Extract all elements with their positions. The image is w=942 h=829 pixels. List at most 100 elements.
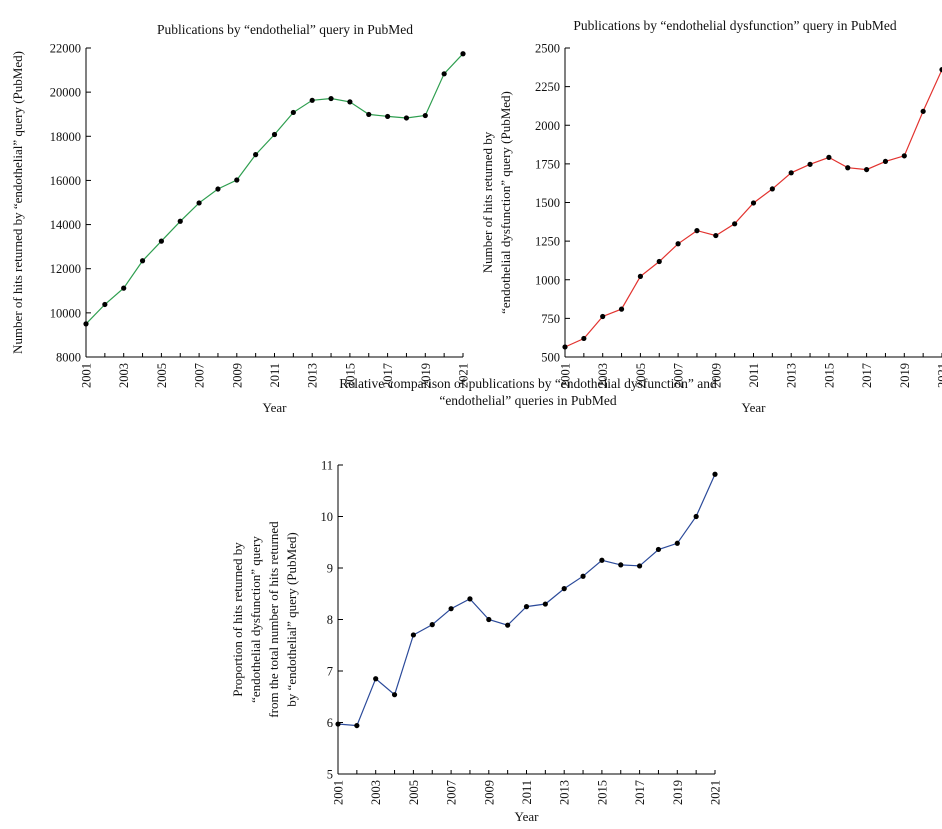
data-point (486, 616, 492, 623)
y-tick-label: 18000 (50, 130, 81, 144)
data-point (712, 471, 718, 477)
data-point (882, 158, 889, 165)
series-line (564, 69, 942, 348)
y-tick-label: 10 (321, 510, 334, 524)
data-point (732, 221, 738, 227)
data-point (354, 722, 360, 729)
data-point (693, 513, 699, 520)
x-tick-label: 2011 (520, 780, 534, 805)
x-tick-label: 2001 (332, 780, 346, 805)
data-point (467, 596, 473, 602)
data-point (429, 622, 435, 628)
data-point (328, 95, 334, 102)
x-axis-label: Year (742, 400, 767, 415)
y-tick-label: 1750 (535, 157, 560, 171)
data-point (403, 115, 410, 121)
data-point (253, 152, 259, 158)
data-point (750, 200, 757, 206)
y-axis-label: “endothelial dysfunction” query (248, 536, 263, 703)
data-point (385, 113, 391, 120)
y-tick-label: 9 (327, 562, 333, 576)
data-point (290, 109, 296, 116)
x-tick-label: 2009 (709, 363, 723, 388)
y-axis-label: “endothelial dysfunction” query (PubMed) (498, 91, 513, 314)
data-point (196, 200, 202, 206)
data-point (901, 153, 907, 159)
data-point (366, 111, 372, 118)
y-tick-label: 2000 (535, 119, 560, 133)
data-point (391, 692, 398, 698)
y-axis-label: Number of hits returned by “endothelial”… (10, 51, 25, 354)
x-tick-label: 2011 (747, 363, 761, 388)
y-tick-label: 2500 (535, 42, 560, 56)
x-tick-label: 2021 (936, 363, 942, 388)
data-point (864, 166, 870, 173)
chart-title: Publications by “endothelial” query in P… (157, 22, 413, 37)
y-tick-label: 22000 (50, 42, 81, 56)
data-point (675, 241, 681, 247)
x-tick-label: 2017 (860, 363, 874, 388)
data-point (769, 186, 775, 192)
data-point (215, 186, 221, 192)
y-tick-label: 8 (327, 613, 333, 627)
y-tick-label: 11 (321, 459, 333, 473)
data-point (158, 238, 164, 244)
data-point (177, 218, 183, 224)
x-tick-label: 2005 (155, 363, 169, 388)
data-point (581, 335, 587, 342)
x-tick-label: 2005 (634, 363, 648, 388)
data-point (599, 557, 605, 563)
x-tick-label: 2017 (381, 363, 395, 388)
data-point (655, 546, 662, 553)
y-axis-label: Proportion of hits returned by (230, 542, 245, 697)
data-point (422, 112, 428, 119)
x-tick-label: 2019 (898, 363, 912, 388)
y-axis-label: by “endothelial” query (PubMed) (284, 532, 299, 706)
data-point (505, 622, 511, 628)
data-point (713, 232, 719, 239)
data-point (373, 676, 379, 682)
x-tick-label: 2015 (822, 363, 836, 388)
x-tick-label: 2009 (230, 363, 244, 388)
x-axis-label: Year (263, 400, 288, 415)
x-tick-label: 2015 (595, 780, 609, 805)
data-point (637, 273, 644, 279)
data-point (600, 313, 606, 320)
y-tick-label: 1250 (535, 235, 560, 249)
data-point (309, 97, 315, 103)
data-point (271, 131, 278, 138)
x-tick-label: 2003 (596, 363, 610, 388)
y-tick-label: 750 (541, 312, 560, 326)
data-point (580, 573, 586, 579)
x-tick-label: 2001 (559, 363, 573, 388)
data-point (618, 306, 625, 312)
y-tick-label: 14000 (50, 218, 81, 232)
y-axis-label: Number of hits returned by (480, 131, 495, 273)
x-tick-label: 2009 (482, 780, 496, 805)
y-tick-label: 1000 (535, 273, 560, 287)
chart-title: Publications by “endothelial dysfunction… (573, 18, 896, 33)
x-tick-label: 2019 (671, 780, 685, 805)
y-tick-label: 16000 (50, 174, 81, 188)
x-tick-label: 2001 (80, 363, 94, 388)
y-tick-label: 5 (327, 768, 333, 782)
data-point (410, 632, 416, 638)
x-tick-label: 2015 (343, 363, 357, 388)
x-tick-label: 2017 (633, 780, 647, 805)
data-point (335, 721, 341, 727)
x-tick-label: 2011 (268, 363, 282, 388)
data-point (618, 562, 624, 568)
data-point (102, 301, 108, 308)
x-tick-label: 2019 (419, 363, 433, 388)
data-point (460, 51, 466, 57)
x-axis-label: Year (515, 809, 540, 824)
y-tick-label: 500 (541, 351, 560, 365)
data-point (656, 258, 662, 265)
y-tick-label: 8000 (56, 351, 81, 365)
x-tick-label: 2007 (193, 363, 207, 388)
series-line (85, 53, 464, 325)
chart-title-line: Relative comparison of publications by “… (339, 376, 717, 391)
x-tick-label: 2013 (306, 363, 320, 388)
data-point (788, 170, 794, 176)
